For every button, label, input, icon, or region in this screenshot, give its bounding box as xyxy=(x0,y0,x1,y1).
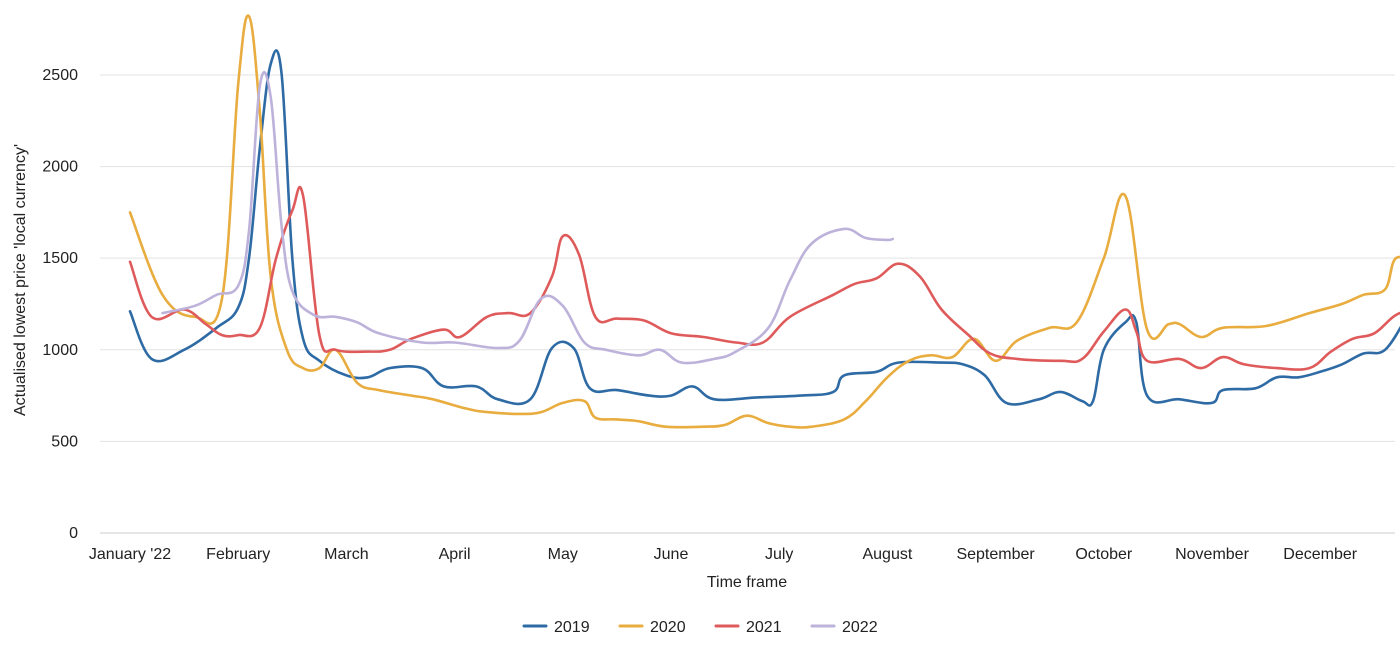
legend-item-2021[interactable]: 2021 xyxy=(714,619,782,636)
y-tick-label: 2000 xyxy=(42,159,78,176)
legend-item-2019[interactable]: 2019 xyxy=(522,619,590,636)
y-tick-label: 1500 xyxy=(42,250,78,267)
x-tick-label: September xyxy=(956,546,1035,563)
x-tick-label: August xyxy=(862,546,912,563)
x-tick-label: May xyxy=(548,546,578,563)
y-tick-label: 2500 xyxy=(42,67,78,84)
x-axis-ticks: January '22 February March April May June July… xyxy=(89,546,1358,563)
series-line-2020 xyxy=(128,14,1400,429)
x-tick-label: December xyxy=(1283,546,1357,563)
x-tick-label: June xyxy=(654,546,689,563)
y-axis-ticks: 0 500 1000 1500 2000 2500 xyxy=(42,67,78,542)
gridlines xyxy=(100,74,1395,534)
x-tick-label: November xyxy=(1175,546,1249,563)
x-tick-label: March xyxy=(324,546,368,563)
series-lines xyxy=(128,14,1400,429)
y-tick-label: 0 xyxy=(69,525,78,542)
y-axis-title: Actualised lowest price 'local currency' xyxy=(12,144,29,416)
legend-label: 2022 xyxy=(842,619,878,636)
legend-item-2022[interactable]: 2022 xyxy=(810,619,878,636)
x-tick-label: January '22 xyxy=(89,546,171,563)
y-tick-label: 500 xyxy=(51,433,78,450)
legend-label: 2019 xyxy=(554,619,590,636)
series-line-2019 xyxy=(128,49,1400,407)
x-tick-label: July xyxy=(765,546,793,563)
legend-item-2020[interactable]: 2020 xyxy=(618,619,686,636)
x-tick-label: April xyxy=(439,546,471,563)
x-tick-label: October xyxy=(1075,546,1133,563)
legend-label: 2021 xyxy=(746,619,782,636)
y-tick-label: 1000 xyxy=(42,342,78,359)
legend: 2019 2020 2021 2022 xyxy=(522,619,878,636)
legend-label: 2020 xyxy=(650,619,686,636)
x-axis-title: Time frame xyxy=(707,574,787,591)
x-tick-label: February xyxy=(206,546,270,563)
series-line-2022 xyxy=(161,70,895,365)
series-line-2021 xyxy=(128,185,1400,371)
